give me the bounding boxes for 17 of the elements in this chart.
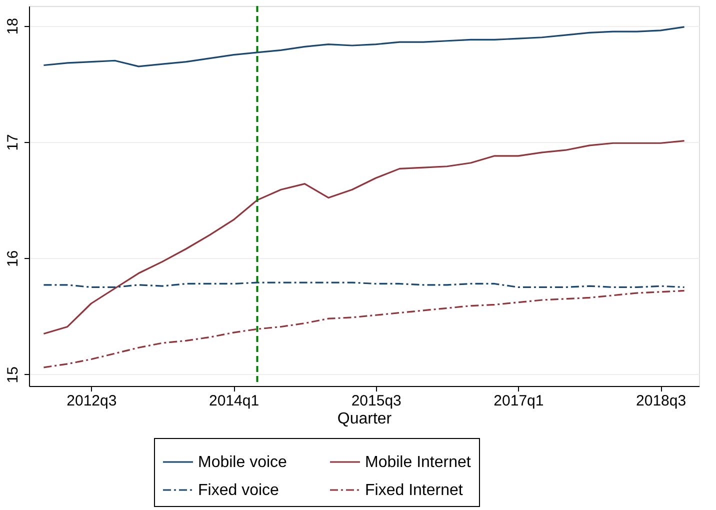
y-tick-label: 16 <box>4 250 22 268</box>
x-tick-label: 2018q3 <box>636 392 686 410</box>
y-tick-label: 18 <box>4 18 22 35</box>
line-series <box>42 290 686 368</box>
legend-label: Fixed Internet <box>365 482 464 499</box>
y-tick-label: 17 <box>4 134 22 151</box>
x-axis-title: Quarter <box>337 410 392 428</box>
x-tick-label: 2015q3 <box>351 392 402 410</box>
line-series <box>42 140 686 335</box>
line-series <box>42 26 686 68</box>
x-tick-label: 2014q1 <box>208 392 260 410</box>
legend-label: Fixed voice <box>198 482 280 499</box>
y-tick-label: 15 <box>4 366 22 384</box>
legend-label: Mobile Internet <box>365 454 472 471</box>
legend-label: Mobile voice <box>198 454 288 471</box>
x-tick-label: 2017q1 <box>494 392 544 410</box>
x-tick-label: 2012q3 <box>66 392 117 410</box>
